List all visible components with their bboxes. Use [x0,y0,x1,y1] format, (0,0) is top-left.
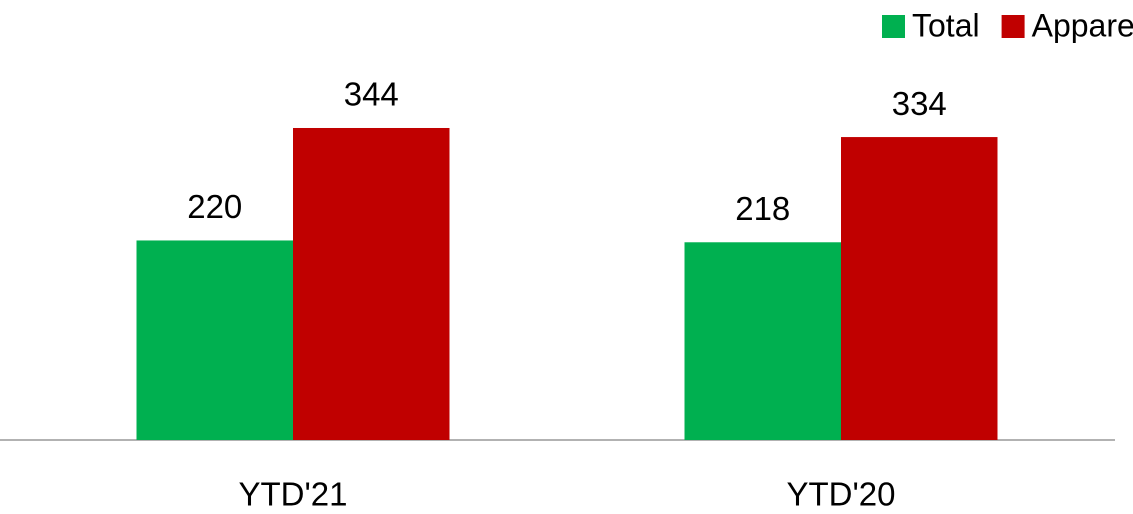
legend-label: Apparel [1032,7,1133,43]
bar [841,137,998,440]
legend-swatch [882,15,905,38]
legend-swatch [1001,15,1025,38]
x-tick-label: YTD'21 [238,476,347,513]
data-label: 344 [344,76,399,113]
bar [684,242,841,440]
data-label: 334 [892,85,947,122]
legend-label: Total [912,7,980,43]
x-tick-label: YTD'20 [786,476,895,513]
bar [293,127,450,440]
data-label: 220 [187,188,242,225]
data-label: 218 [735,190,790,227]
bar [136,240,293,440]
